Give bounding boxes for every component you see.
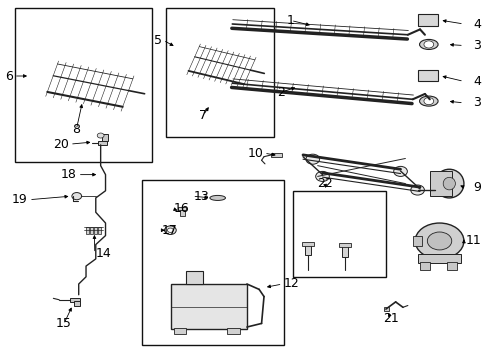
Text: 3: 3	[472, 39, 480, 52]
Text: 20: 20	[53, 138, 69, 150]
Text: 12: 12	[283, 278, 299, 291]
Text: 6: 6	[5, 69, 13, 82]
Ellipse shape	[434, 169, 463, 198]
Text: 4: 4	[472, 75, 480, 88]
Circle shape	[414, 223, 463, 259]
Bar	[86, 226, 89, 234]
Circle shape	[305, 154, 319, 164]
Bar	[94, 226, 97, 234]
Text: 7: 7	[199, 109, 206, 122]
Bar	[179, 210, 184, 216]
Bar	[98, 226, 101, 234]
Bar	[142, 180, 283, 345]
Text: 13: 13	[193, 190, 209, 203]
Circle shape	[427, 232, 451, 250]
Text: 17: 17	[161, 224, 177, 237]
Bar	[446, 262, 456, 270]
Text: 4: 4	[472, 18, 480, 31]
Circle shape	[393, 166, 407, 176]
Bar	[166, 8, 273, 137]
Ellipse shape	[209, 195, 225, 201]
Text: 10: 10	[247, 147, 264, 159]
Circle shape	[423, 41, 433, 48]
Bar	[74, 301, 80, 306]
Bar	[171, 284, 246, 329]
Text: 21: 21	[382, 311, 398, 325]
Bar	[412, 236, 421, 246]
Circle shape	[72, 193, 81, 200]
Text: 19: 19	[12, 193, 27, 206]
Circle shape	[97, 133, 104, 138]
Bar	[185, 271, 203, 284]
Bar	[383, 307, 388, 311]
Bar	[177, 207, 186, 210]
Bar	[417, 254, 461, 263]
Bar	[227, 328, 239, 334]
Text: 2: 2	[277, 86, 285, 99]
Text: 18: 18	[61, 168, 76, 181]
Bar	[90, 226, 93, 234]
Ellipse shape	[419, 40, 437, 49]
Bar	[417, 70, 437, 81]
Circle shape	[164, 226, 176, 234]
Text: 11: 11	[464, 234, 480, 247]
Text: 16: 16	[173, 202, 189, 215]
Bar	[417, 14, 437, 26]
Bar	[419, 262, 429, 270]
Bar	[293, 191, 385, 277]
Bar	[302, 242, 314, 246]
Bar	[173, 328, 185, 334]
Bar	[15, 8, 152, 162]
Text: 14: 14	[96, 247, 111, 260]
Text: 3: 3	[472, 96, 480, 109]
Bar	[271, 153, 282, 157]
Bar	[341, 246, 347, 257]
Circle shape	[410, 185, 424, 195]
Circle shape	[315, 171, 329, 181]
Text: 8: 8	[72, 123, 80, 136]
Text: 9: 9	[472, 181, 480, 194]
Ellipse shape	[442, 177, 454, 190]
Bar	[429, 171, 451, 196]
Circle shape	[423, 98, 433, 105]
Text: 1: 1	[286, 14, 294, 27]
Bar	[305, 244, 311, 255]
Ellipse shape	[419, 96, 437, 106]
Bar	[102, 134, 108, 140]
Text: 22: 22	[316, 177, 332, 190]
Bar	[70, 298, 80, 302]
Circle shape	[167, 228, 173, 232]
Text: 15: 15	[56, 317, 72, 330]
Bar	[338, 243, 350, 247]
Bar	[98, 140, 107, 145]
Text: 5: 5	[153, 33, 161, 47]
